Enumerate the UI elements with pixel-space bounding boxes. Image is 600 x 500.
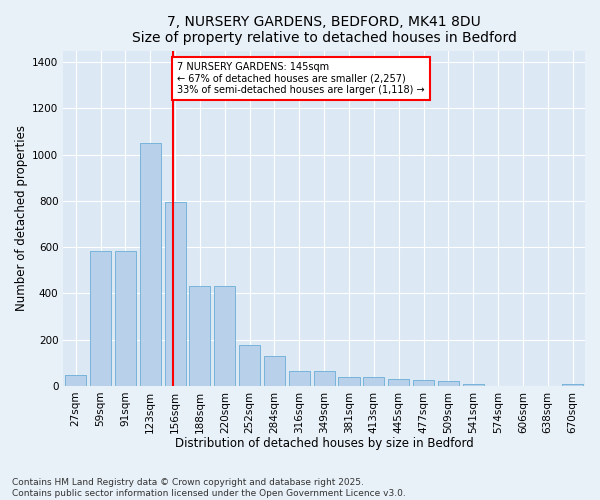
Bar (115, 250, 136, 386)
Bar (463, 384, 484, 386)
Bar (264, 356, 285, 386)
Bar (388, 380, 409, 386)
Bar (164, 202, 185, 386)
Bar (140, 143, 161, 386)
Bar (314, 371, 335, 386)
Bar (190, 286, 211, 386)
Text: Contains HM Land Registry data © Crown copyright and database right 2025.
Contai: Contains HM Land Registry data © Crown c… (12, 478, 406, 498)
Bar (65, 376, 86, 386)
Bar (214, 286, 235, 386)
Bar (562, 384, 583, 386)
Bar (363, 376, 385, 386)
Bar (239, 344, 260, 386)
Text: 7 NURSERY GARDENS: 145sqm
← 67% of detached houses are smaller (2,257)
33% of se: 7 NURSERY GARDENS: 145sqm ← 67% of detac… (177, 62, 425, 96)
Y-axis label: Number of detached properties: Number of detached properties (15, 125, 28, 311)
Bar (413, 380, 434, 386)
Bar (90, 250, 111, 386)
Bar (438, 381, 459, 386)
Bar (338, 376, 359, 386)
X-axis label: Distribution of detached houses by size in Bedford: Distribution of detached houses by size … (175, 437, 473, 450)
Bar (289, 371, 310, 386)
Title: 7, NURSERY GARDENS, BEDFORD, MK41 8DU
Size of property relative to detached hous: 7, NURSERY GARDENS, BEDFORD, MK41 8DU Si… (132, 15, 517, 45)
